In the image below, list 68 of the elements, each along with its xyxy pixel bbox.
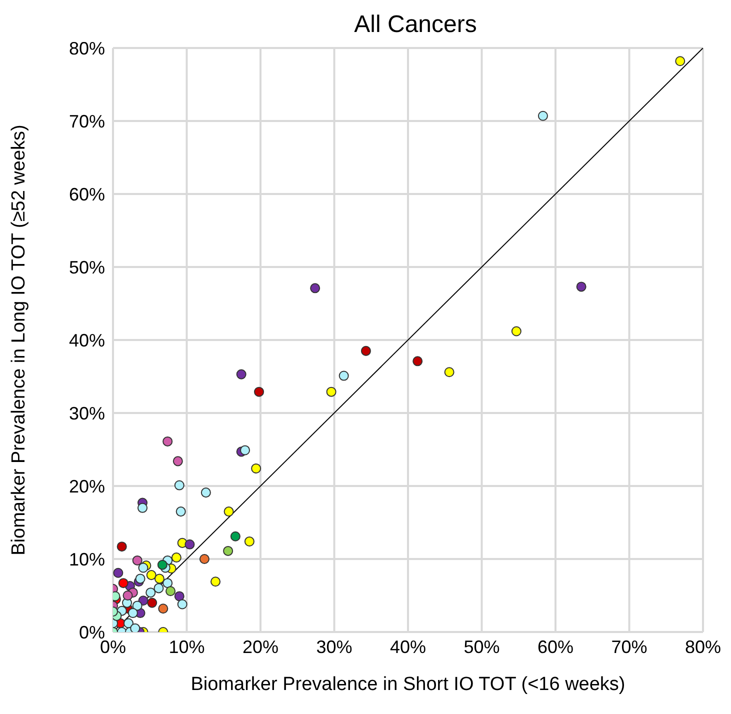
point <box>177 599 188 610</box>
point <box>244 536 254 546</box>
point <box>174 480 184 490</box>
x-tick-label: 50% <box>464 636 500 657</box>
point <box>675 56 686 66</box>
x-tick-label: 20% <box>242 636 279 657</box>
x-tick-label: 70% <box>611 636 648 657</box>
point <box>137 502 148 513</box>
x-axis-title: Biomarker Prevalence in Short IO TOT (<16 weeks) <box>190 674 626 695</box>
point <box>158 604 168 614</box>
point <box>147 598 158 608</box>
point <box>171 552 182 563</box>
y-tick-label: 70% <box>68 111 105 132</box>
y-tick-label: 30% <box>68 403 105 424</box>
point <box>538 110 548 121</box>
y-axis-title: Biomarker Prevalence in Long IO TOT (≥52 weeks) <box>8 124 30 556</box>
point <box>412 356 423 366</box>
point <box>224 506 234 517</box>
point <box>210 576 221 587</box>
point <box>172 456 183 466</box>
point <box>511 326 522 336</box>
point <box>338 370 349 381</box>
point <box>154 583 164 594</box>
point <box>146 588 156 598</box>
point <box>444 367 454 378</box>
point <box>310 283 320 294</box>
point <box>162 578 173 588</box>
point <box>157 560 168 570</box>
y-tick-label: 10% <box>68 549 105 570</box>
point <box>254 386 264 397</box>
point <box>199 554 210 564</box>
point <box>251 463 262 474</box>
point <box>138 562 148 573</box>
y-tick-label: 40% <box>68 330 105 350</box>
point <box>240 445 250 456</box>
point <box>200 488 211 498</box>
point <box>176 506 186 517</box>
point <box>174 591 184 602</box>
point <box>162 436 173 446</box>
x-tick-label: 80% <box>684 636 722 657</box>
point <box>576 282 586 292</box>
x-tick-label: 10% <box>168 636 205 657</box>
point <box>132 600 142 611</box>
point <box>113 568 124 578</box>
point <box>132 555 142 566</box>
point <box>135 574 146 584</box>
point <box>116 542 127 552</box>
x-tick-label: 30% <box>316 636 352 657</box>
chart-title: All Cancers <box>354 11 477 38</box>
y-tick-label: 80% <box>68 38 105 58</box>
point <box>223 546 234 556</box>
point <box>236 369 246 380</box>
point <box>184 539 195 550</box>
y-tick-label: 60% <box>68 184 105 204</box>
point <box>154 574 164 584</box>
point <box>130 623 140 632</box>
point <box>326 386 336 397</box>
y-tick-label: 50% <box>68 257 105 278</box>
x-tick-label: 40% <box>390 636 426 657</box>
point <box>166 586 176 596</box>
point <box>230 531 240 542</box>
point <box>118 578 128 588</box>
point <box>128 608 138 618</box>
point <box>122 590 133 601</box>
point <box>146 570 156 580</box>
y-tick-label: 20% <box>68 476 105 496</box>
point <box>360 346 371 356</box>
x-tick-label: 60% <box>537 636 574 657</box>
